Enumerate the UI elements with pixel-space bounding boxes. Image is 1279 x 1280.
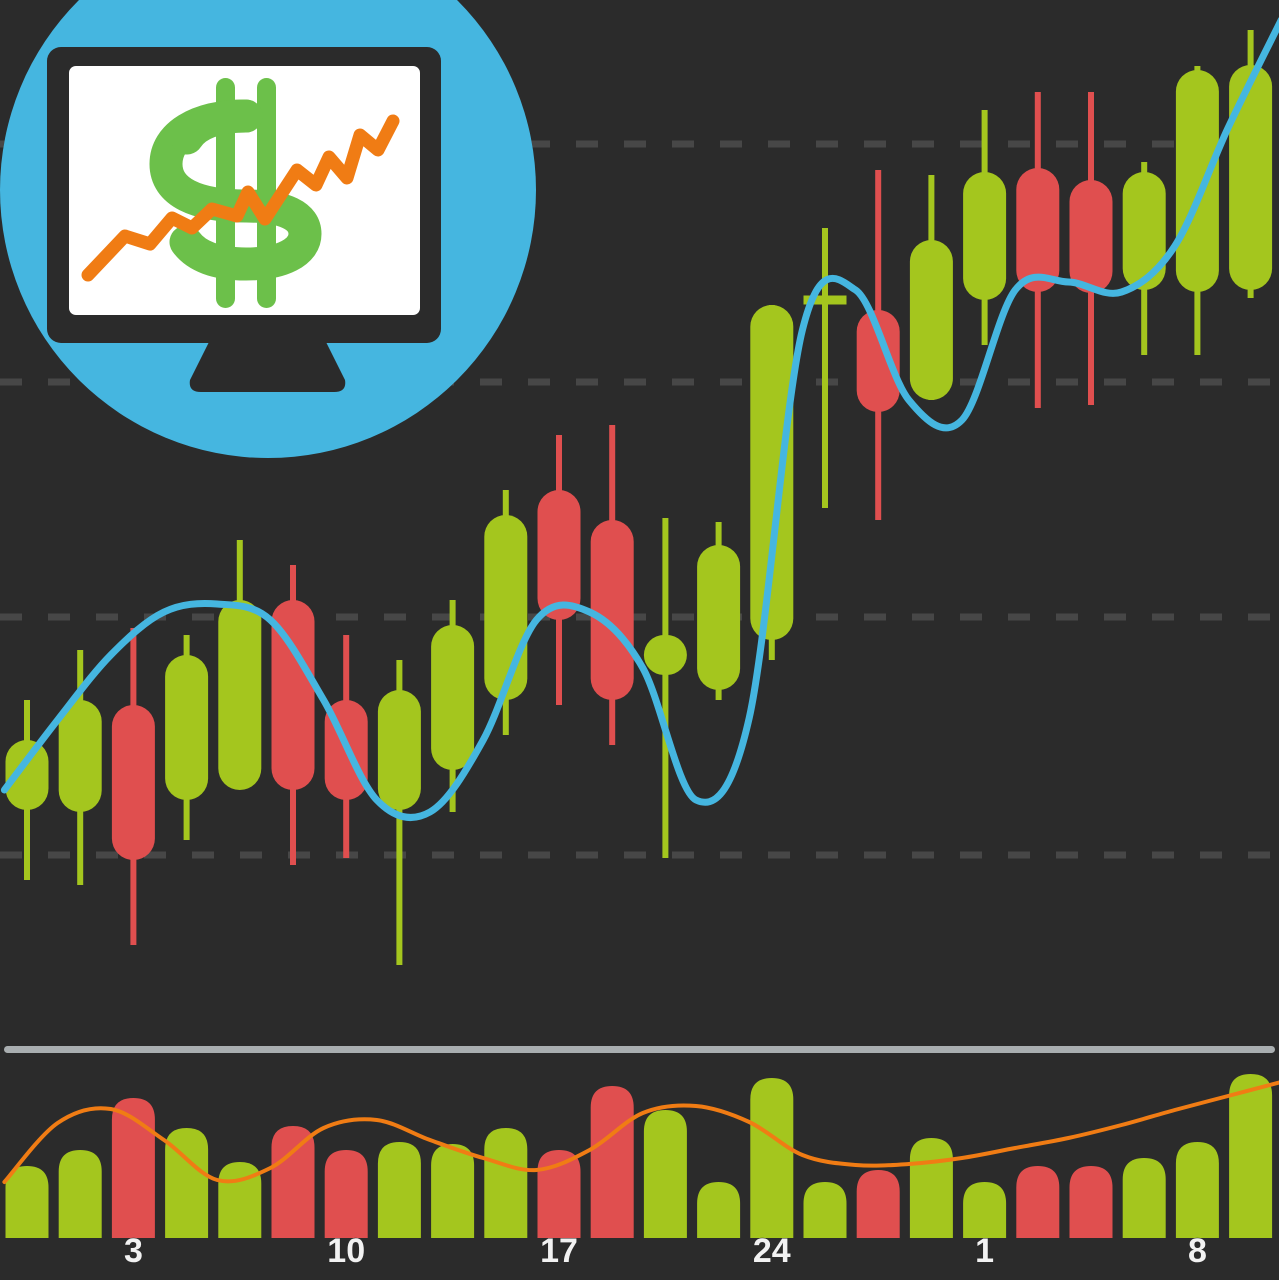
x-axis-tick-labels: 3 10 17 24 1 8: [123, 1232, 1207, 1271]
trend-line-icon: [81, 114, 400, 282]
candle-body: [963, 172, 1007, 300]
volume-bar-3: [165, 1128, 209, 1238]
volume-bar-21: [1122, 1158, 1166, 1238]
candle-body: [537, 490, 581, 620]
candle-body: [1175, 70, 1219, 292]
candlestick-11: [590, 425, 634, 745]
moving-average-line: [0, 17, 1279, 821]
candlestick-21: [1122, 162, 1166, 355]
volume-bar-1: [58, 1150, 102, 1238]
candle-body: [643, 635, 687, 675]
candle-body: [856, 310, 900, 412]
volume-bar-9: [484, 1128, 528, 1238]
candlestick-series: [5, 30, 1273, 965]
candle-body: [5, 740, 49, 810]
volume-bar-8: [431, 1144, 475, 1238]
volume-bar-19: [1016, 1166, 1060, 1238]
volume-bar-20: [1069, 1166, 1113, 1238]
volume-bar-22: [1175, 1142, 1219, 1238]
monitor-stand-icon: [189, 330, 346, 392]
candle-body: [271, 600, 315, 790]
panel-separator: [4, 1046, 1275, 1053]
volume-bar-14: [750, 1078, 794, 1238]
candle-body: [218, 600, 262, 790]
candlestick-10: [537, 435, 581, 705]
candlestick-20: [1069, 92, 1113, 405]
candle-body: [58, 700, 102, 812]
candle-body: [484, 515, 528, 700]
candlestick-22: [1175, 66, 1219, 355]
candlestick-19: [1016, 92, 1060, 408]
volume-bar-10: [537, 1150, 581, 1238]
candlestick-13: [697, 522, 741, 700]
candle-body: [431, 625, 475, 770]
candle-body: [1016, 168, 1060, 292]
x-axis-tick-label-24: 24: [753, 1232, 791, 1270]
candlestick-5: [271, 565, 315, 865]
x-axis-tick-label-8: 8: [1188, 1232, 1207, 1270]
volume-bar-23: [1229, 1074, 1273, 1238]
candlestick-8: [431, 600, 475, 812]
candle-body: [1229, 65, 1273, 290]
volume-series: [5, 1074, 1273, 1238]
volume-bar-16: [856, 1170, 900, 1238]
volume-moving-average-line: [2, 1080, 1279, 1184]
volume-bar-7: [377, 1142, 421, 1238]
volume-bar-12: [643, 1110, 687, 1238]
candlestick-18: [963, 110, 1007, 345]
candlestick-3: [165, 635, 209, 840]
volume-bar-5: [271, 1126, 315, 1238]
candle-body: [697, 545, 741, 690]
stock-market-monitor-badge: [0, 0, 536, 458]
candle-body: [1069, 180, 1113, 293]
volume-bar-18: [963, 1182, 1007, 1238]
volume-bar-2: [111, 1098, 155, 1238]
candlestick-16: [856, 170, 900, 520]
volume-bar-6: [324, 1150, 368, 1238]
candle-body: [377, 690, 421, 810]
x-axis-tick-label-3: 3: [124, 1232, 143, 1270]
candle-body: [750, 305, 794, 640]
x-axis-tick-label-17: 17: [540, 1232, 578, 1270]
candle-body: [590, 520, 634, 700]
volume-bar-15: [803, 1182, 847, 1238]
volume-bar-11: [590, 1086, 634, 1238]
candlestick-4: [218, 540, 262, 790]
volume-bar-17: [909, 1138, 953, 1238]
x-axis-strip: [0, 1238, 1279, 1280]
candlestick-14: [750, 305, 794, 660]
candle-body: [165, 655, 209, 800]
volume-bar-0: [5, 1166, 49, 1238]
candle-body: [1122, 172, 1166, 290]
candlestick-2: [111, 628, 155, 945]
candlestick-12: [643, 518, 687, 858]
x-axis-tick-label-10: 10: [327, 1232, 365, 1270]
candle-body: [909, 240, 953, 400]
candlestick-17: [909, 175, 953, 400]
candlestick-0: [5, 700, 49, 880]
volume-bar-13: [697, 1182, 741, 1238]
candle-body: [111, 705, 155, 860]
x-axis-tick-label-1: 1: [975, 1232, 994, 1270]
